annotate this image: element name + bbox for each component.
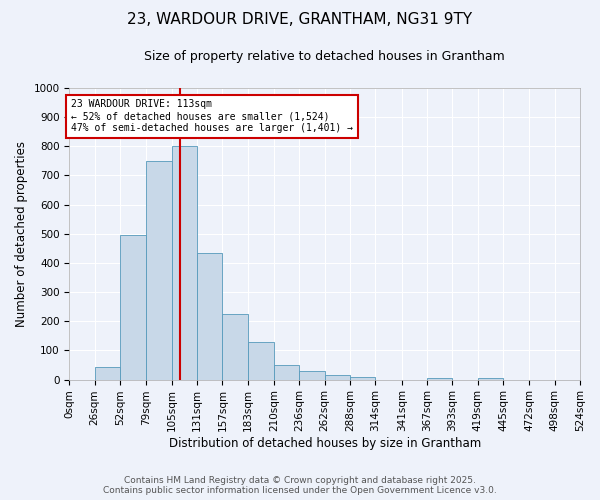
- Text: 23, WARDOUR DRIVE, GRANTHAM, NG31 9TY: 23, WARDOUR DRIVE, GRANTHAM, NG31 9TY: [127, 12, 473, 28]
- Bar: [172, 146, 197, 380]
- Bar: [197, 252, 223, 380]
- Bar: [427, 378, 452, 380]
- X-axis label: Distribution of detached houses by size in Grantham: Distribution of detached houses by size …: [169, 437, 481, 450]
- Bar: [120, 235, 146, 380]
- Bar: [274, 365, 299, 380]
- Text: Contains HM Land Registry data © Crown copyright and database right 2025.
Contai: Contains HM Land Registry data © Crown c…: [103, 476, 497, 495]
- Bar: [95, 368, 120, 380]
- Text: 23 WARDOUR DRIVE: 113sqm
← 52% of detached houses are smaller (1,524)
47% of sem: 23 WARDOUR DRIVE: 113sqm ← 52% of detach…: [71, 100, 353, 132]
- Bar: [325, 375, 350, 380]
- Bar: [478, 378, 503, 380]
- Y-axis label: Number of detached properties: Number of detached properties: [15, 140, 28, 326]
- Bar: [223, 314, 248, 380]
- Bar: [299, 372, 325, 380]
- Bar: [350, 378, 376, 380]
- Title: Size of property relative to detached houses in Grantham: Size of property relative to detached ho…: [145, 50, 505, 63]
- Bar: [248, 342, 274, 380]
- Bar: [146, 160, 172, 380]
